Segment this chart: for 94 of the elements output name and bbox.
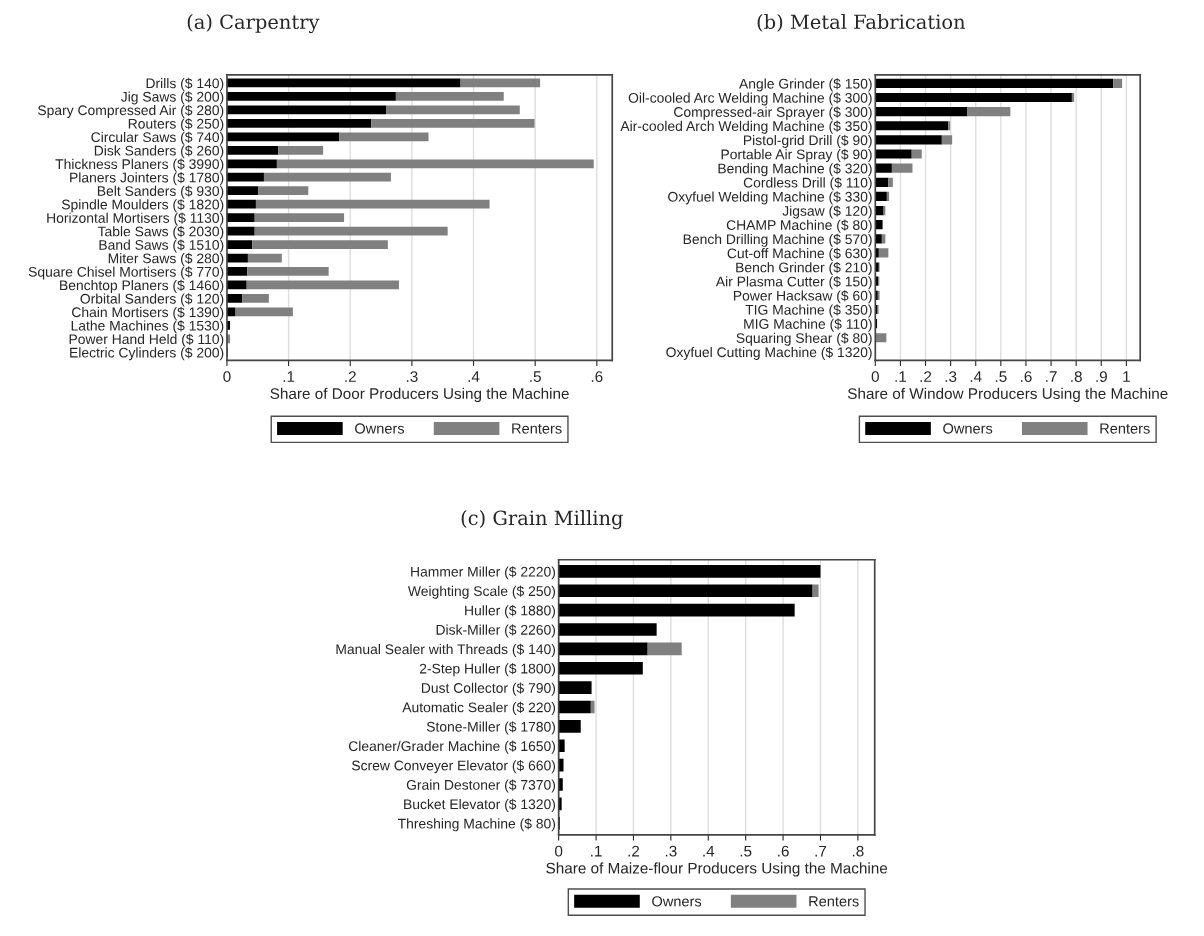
y-tick-label: Bench Grinder ($ 210) xyxy=(736,261,872,276)
y-tick-label: Automatic Sealer ($ 220) xyxy=(402,701,556,716)
y-tick-label: Screw Conveyer Elevator ($ 660) xyxy=(351,760,556,774)
y-tick-label: Power Hand Held ($ 110) xyxy=(69,333,224,347)
y-tick-label: Bending Machine ($ 320) xyxy=(718,163,872,177)
chart-title: (a) Carpentry xyxy=(187,14,320,34)
x-tick-label: .5 xyxy=(530,371,541,382)
x-axis-title: Share of Door Producers Using the Machine xyxy=(270,387,569,403)
y-tick-label: Bench Drilling Machine ($ 570) xyxy=(683,233,872,247)
x-tick-label: .6 xyxy=(1020,371,1032,382)
x-tick-label: .2 xyxy=(345,371,356,382)
y-tick-label: Oxyfuel Cutting Machine ($ 1320) xyxy=(666,346,872,360)
y-tick-label: Air Plasma Cutter ($ 150) xyxy=(715,276,872,290)
y-tick-label: Electric Cylinders ($ 200) xyxy=(70,347,224,361)
y-tick-label: Power Hacksaw ($ 60) xyxy=(733,290,872,304)
y-tick-label: Angle Grinder ($ 150) xyxy=(739,78,872,92)
x-tick-label: 0 xyxy=(223,371,231,382)
x-tick-label: .3 xyxy=(665,845,677,857)
x-tick-label: .4 xyxy=(970,371,982,382)
y-tick-label: TIG Machine ($ 350) xyxy=(745,304,872,318)
y-tick-label: Bucket Elevator ($ 1320) xyxy=(404,798,556,812)
y-tick-label: Jig Saws ($ 200) xyxy=(120,91,224,105)
y-tick-label: Oxyfuel Welding Machine ($ 330) xyxy=(668,191,872,205)
x-tick-label: 0 xyxy=(555,845,563,857)
x-tick-label: .5 xyxy=(740,845,752,857)
y-tick-label: Hammer Miller ($ 2220) xyxy=(411,566,556,580)
chart-title: (c) Grain Milling xyxy=(461,510,623,530)
x-tick-label: .3 xyxy=(945,371,957,382)
y-tick-label: Squaring Shear ($ 80) xyxy=(736,332,872,346)
y-tick-label: Portable Air Spray ($ 90) xyxy=(721,148,872,163)
x-tick-label: .9 xyxy=(1096,371,1107,382)
x-tick-label: .4 xyxy=(703,845,715,857)
legend-label: Renters xyxy=(809,896,859,907)
x-tick-label: .2 xyxy=(920,371,932,382)
y-tick-label: Threshing Machine ($ 80) xyxy=(397,818,556,832)
chart-title: (b) Metal Fabrication xyxy=(757,14,966,32)
y-tick-label: Cleaner/Grader Machine ($ 1650) xyxy=(348,740,556,754)
y-tick-label: CHAMP Machine ($ 80) xyxy=(726,219,872,233)
y-tick-label: Chain Mortisers ($ 1390) xyxy=(72,306,224,320)
y-tick-label: Square Chisel Mortisers ($ 770) xyxy=(28,266,224,280)
legend-label: Renters xyxy=(512,423,562,434)
x-tick-label: 1 xyxy=(1123,371,1130,382)
legend-label: Renters xyxy=(1100,423,1150,434)
y-tick-label: Manual Sealer with Threads ($ 140) xyxy=(336,643,556,657)
x-tick-label: .6 xyxy=(591,371,603,382)
y-tick-label: Compressed-air Sprayer ($ 300) xyxy=(674,106,872,120)
x-tick-label: .8 xyxy=(1071,371,1082,382)
x-tick-label: .6 xyxy=(778,845,789,857)
y-tick-label: 2-Step Huller ($ 1800) xyxy=(419,663,556,677)
y-tick-label: Thickness Planers ($ 3990) xyxy=(55,158,224,172)
y-tick-label: Jigsaw ($ 120) xyxy=(782,205,872,219)
y-tick-label: Pistol-grid Drill ($ 90) xyxy=(744,134,872,148)
y-tick-label: Planers Jointers ($ 1780) xyxy=(70,172,224,186)
y-tick-label: Spary Compressed Air ($ 280) xyxy=(38,104,224,118)
y-tick-label: Circular Saws ($ 740) xyxy=(91,131,224,145)
x-axis-title: Share of Window Producers Using the Machine xyxy=(847,387,1168,403)
y-tick-label: Orbital Sanders ($ 120) xyxy=(80,293,224,307)
y-tick-label: Oil-cooled Arc Welding Machine ($ 300) xyxy=(628,92,872,106)
y-tick-label: Belt Sanders ($ 930) xyxy=(97,185,224,199)
x-tick-label: .8 xyxy=(852,845,864,857)
y-tick-label: Lathe Machines ($ 1530) xyxy=(71,320,224,334)
y-tick-label: Spindle Moulders ($ 1820) xyxy=(61,199,224,213)
x-tick-label: .1 xyxy=(283,371,295,382)
y-tick-label: Band Saws ($ 1510) xyxy=(99,239,224,253)
y-tick-label: Cordless Drill ($ 110) xyxy=(743,177,872,191)
legend-label: Owners xyxy=(943,423,993,434)
x-tick-label: .7 xyxy=(815,845,827,857)
y-tick-label: Miter Saws ($ 280) xyxy=(108,252,224,267)
legend-label: Owners xyxy=(652,896,702,907)
x-tick-label: .7 xyxy=(1046,371,1057,382)
y-tick-label: Cut-off Machine ($ 630) xyxy=(727,247,872,261)
y-tick-label: Drills ($ 140) xyxy=(146,77,224,91)
y-tick-label: Grain Destoner ($ 7370) xyxy=(406,779,556,793)
legend-label: Owners xyxy=(355,423,405,434)
y-tick-label: MIG Machine ($ 110) xyxy=(744,318,872,332)
y-tick-label: Horizontal Mortisers ($ 1130) xyxy=(47,212,224,226)
x-axis-title: Share of Maize-flour Producers Using the Machine xyxy=(546,862,888,877)
y-tick-label: Dust Collector ($ 790) xyxy=(421,682,556,696)
y-tick-label: Table Saws ($ 2030) xyxy=(97,225,224,240)
y-tick-label: Stone-Miller ($ 1780) xyxy=(426,721,556,735)
y-tick-label: Routers ($ 250) xyxy=(128,118,224,132)
x-tick-label: .1 xyxy=(591,845,602,857)
y-tick-label: Huller ($ 1880) xyxy=(465,604,556,619)
y-tick-label: Weighting Scale ($ 250) xyxy=(407,585,556,599)
y-tick-label: Disk Sanders ($ 260) xyxy=(94,145,224,159)
y-tick-label: Benchtop Planers ($ 1460) xyxy=(60,279,224,293)
x-tick-label: .2 xyxy=(628,845,640,857)
x-tick-label: .3 xyxy=(406,371,418,382)
y-tick-label: Disk-Miller ($ 2260) xyxy=(436,624,556,638)
x-tick-label: .4 xyxy=(468,371,480,382)
x-tick-label: .5 xyxy=(995,371,1007,382)
y-tick-label: Air-cooled Arch Welding Machine ($ 350) xyxy=(620,120,872,134)
x-tick-label: .1 xyxy=(895,371,907,382)
x-tick-label: 0 xyxy=(871,371,879,382)
